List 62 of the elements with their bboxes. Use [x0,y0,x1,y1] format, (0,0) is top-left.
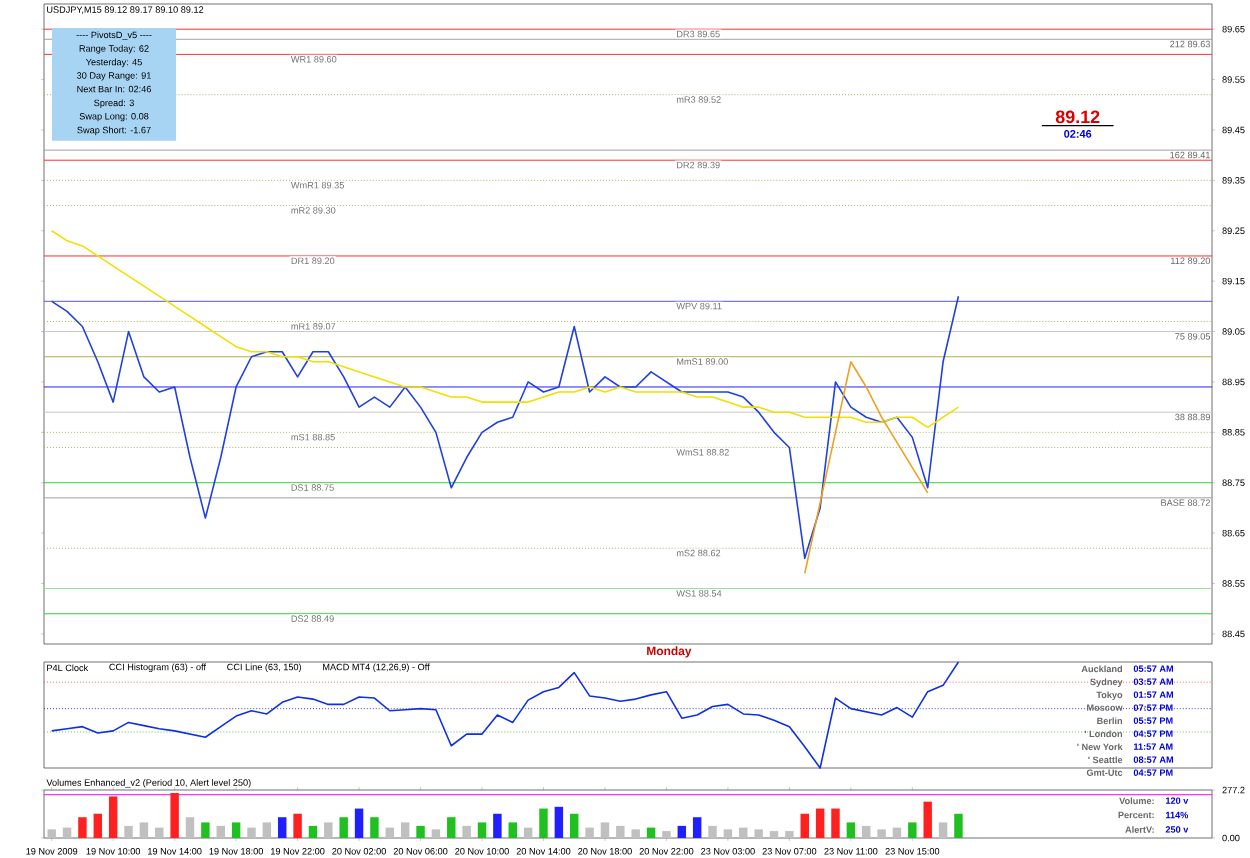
bar [93,813,103,838]
bar [431,829,441,838]
bar [769,831,779,838]
bar [723,829,733,838]
bar [385,827,395,838]
bar [216,825,225,838]
bar [800,813,809,838]
bar [447,817,456,838]
bar [462,825,471,838]
bar [416,825,425,838]
bar [585,827,594,838]
bar [47,829,56,838]
bar [677,825,687,838]
bar [508,822,517,838]
bar [831,808,840,838]
bar [631,829,640,838]
bar [400,822,410,838]
bar [616,825,625,838]
bar [247,827,256,838]
bar [708,825,717,838]
bar [293,813,302,838]
bar [185,817,195,838]
bar [954,813,963,838]
bar [124,825,133,838]
bar [554,806,564,838]
bar [923,801,932,838]
bar [754,829,763,838]
line-series [803,360,929,575]
bar [908,822,917,838]
bar [170,792,179,838]
bar [262,822,272,838]
bar [308,825,318,838]
bar [339,817,348,838]
bar [62,827,72,838]
bar [662,831,671,838]
bar [862,825,871,838]
bar [570,813,579,838]
bar [477,822,487,838]
bar [277,817,287,838]
bar [231,822,241,838]
bar [892,827,902,838]
bar [877,829,886,838]
bar [523,827,533,838]
bar [785,831,794,838]
bar [539,808,548,838]
bar [600,822,610,838]
bar [324,822,333,838]
bar [370,817,379,838]
bar [739,827,748,838]
bar [493,813,502,838]
bar [155,827,164,838]
bar [139,822,149,838]
bar [846,822,856,838]
bar [354,808,364,838]
bar [938,822,948,838]
bar [78,817,87,838]
bar [815,808,825,838]
bar [646,827,656,838]
bar [201,822,210,838]
annotation: 89.12 [1055,110,1100,124]
bar [108,796,118,838]
bar [692,817,702,838]
